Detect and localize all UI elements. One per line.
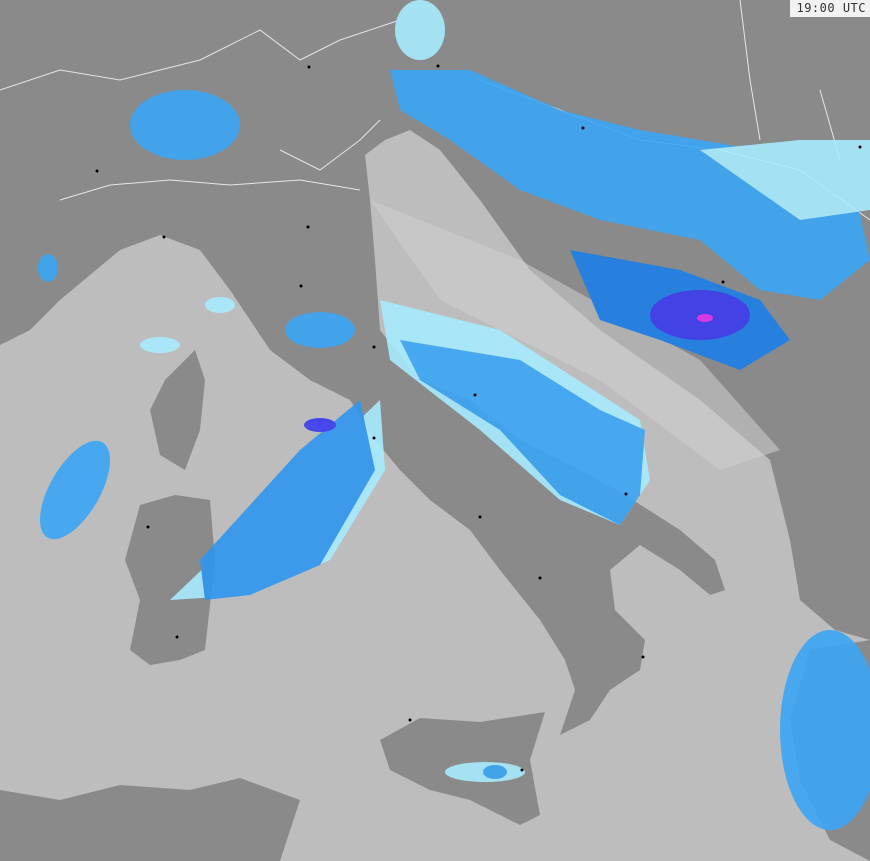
- city-markers: [95, 64, 862, 772]
- radar-echo: [200, 400, 375, 600]
- radar-echo: [130, 90, 240, 160]
- radar-echo: [400, 340, 645, 525]
- radar-echo: [483, 765, 507, 779]
- radar-echo: [40, 440, 110, 540]
- corsica: [150, 350, 205, 470]
- radar-echoes: [38, 0, 870, 830]
- border-line: [279, 119, 381, 171]
- sardinia: [125, 495, 215, 665]
- radar-echo: [697, 314, 713, 322]
- radar-echo: [780, 630, 870, 830]
- radar-echo: [700, 140, 870, 220]
- north-africa: [0, 778, 300, 861]
- timestamp-label: 19:00 UTC: [790, 0, 870, 17]
- radar-echo: [38, 254, 58, 282]
- radar-echo: [304, 418, 336, 432]
- radar-echo: [140, 337, 180, 353]
- radar-echo: [390, 70, 870, 300]
- radar-echo: [370, 200, 780, 470]
- radar-echo: [205, 297, 235, 313]
- radar-echo: [285, 312, 355, 348]
- border-line: [0, 19, 401, 91]
- radar-echo: [395, 0, 445, 60]
- border-line: [59, 179, 361, 201]
